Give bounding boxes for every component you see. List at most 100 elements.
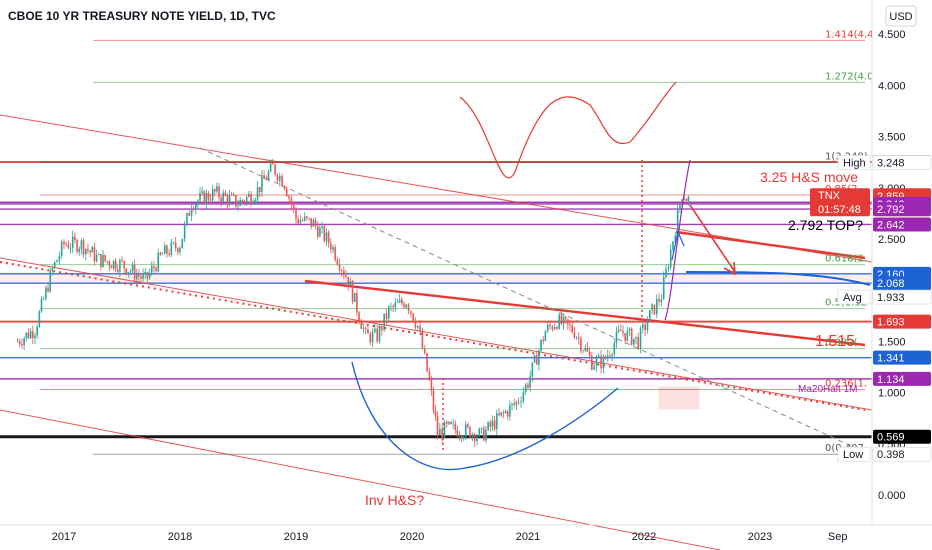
candle-body [478, 428, 481, 437]
candle-body [454, 423, 457, 431]
candle-body [426, 353, 428, 372]
candle-body [571, 325, 574, 333]
price-tag-label: 1.341 [877, 353, 905, 365]
candle-body [203, 191, 206, 205]
candle-body [679, 205, 681, 210]
candle-body [414, 321, 417, 328]
candle-body [63, 241, 65, 245]
candle-body [569, 324, 571, 326]
candle-body [517, 401, 520, 403]
fib-level-label: 0.618(2. [825, 254, 867, 265]
candle-body [358, 312, 360, 322]
price-tag-box [873, 314, 931, 329]
candle-body [584, 347, 587, 351]
currency-button-label[interactable]: USD [889, 11, 912, 23]
candle-body [170, 242, 173, 255]
price-tag-label: 2.642 [877, 219, 905, 231]
currency-button-frame[interactable] [885, 5, 917, 27]
candle-body [163, 245, 166, 254]
candle-body [544, 331, 547, 342]
candle-body [192, 209, 195, 210]
candle-body [98, 254, 100, 255]
projection-curve [685, 271, 871, 286]
trendline [0, 114, 873, 263]
candle-body [653, 304, 656, 315]
candle-body [263, 175, 265, 179]
candle-body [527, 384, 529, 388]
candle-body [580, 338, 582, 351]
candle-body [564, 316, 567, 320]
candle-body [168, 253, 170, 255]
candle-body [297, 219, 299, 224]
candle-body [669, 249, 672, 268]
candle-body [504, 411, 507, 414]
candle-body [51, 268, 54, 271]
candle-body [522, 392, 525, 402]
candle-body [153, 266, 155, 269]
candle-body [301, 220, 304, 222]
candle-body [356, 292, 358, 313]
tnx-countdown: 01:57:48 [818, 204, 861, 216]
target-zone-box [658, 386, 700, 410]
candle-body [362, 328, 365, 329]
candle-body [606, 355, 609, 359]
candle-body [299, 220, 302, 224]
candle-body [290, 198, 293, 205]
red-arrow-head [723, 261, 736, 276]
side-label-box [837, 446, 871, 462]
candle-body [256, 186, 259, 200]
candle-body [258, 186, 261, 192]
candle-body [639, 328, 642, 349]
candle-body [487, 422, 489, 430]
candle-body [582, 350, 584, 352]
annotation-inv-hs: Inv H&S? [365, 492, 424, 508]
candle-body [334, 247, 336, 260]
side-label: Low [843, 449, 863, 461]
candle-body [617, 329, 620, 332]
candle-body [658, 299, 660, 302]
candle-body [310, 218, 313, 227]
candle-body [374, 328, 376, 333]
candle-body [450, 421, 452, 425]
chart-title: CBOE 10 YR TREASURY NOTE YIELD, 1D, TVC [8, 9, 276, 23]
candle-body [476, 436, 478, 442]
candle-body [205, 192, 208, 205]
trendlines [0, 114, 873, 550]
candle-body [250, 194, 252, 204]
candle-body [602, 356, 605, 369]
price-tag-label: 1.933 [877, 292, 905, 304]
candle-body [245, 196, 248, 203]
currency-button[interactable]: USD [885, 5, 917, 27]
candle-body [265, 178, 268, 181]
candle-body [254, 199, 257, 203]
candle-body [553, 326, 556, 330]
candle-body [110, 266, 113, 269]
candle-body [104, 254, 106, 261]
candle-body [102, 254, 104, 267]
candle-body [108, 261, 111, 267]
candle-body [383, 313, 385, 331]
candle-body [502, 412, 505, 414]
candle-body [683, 199, 686, 200]
candle-body [535, 355, 538, 365]
candle-body [340, 270, 343, 271]
candle-body [620, 329, 622, 332]
candle-body [567, 319, 569, 325]
candle-body [201, 191, 203, 194]
candle-body [542, 339, 545, 342]
candle-body [288, 196, 290, 199]
inverse-hs-curve [351, 361, 619, 471]
purple-spike [664, 159, 691, 321]
candle-body [428, 371, 431, 381]
candle-body [593, 365, 595, 370]
candle-body [421, 331, 424, 349]
candle-body [685, 199, 688, 201]
candle-body [407, 304, 410, 312]
candle-body [325, 232, 328, 241]
candle-body [436, 416, 439, 436]
candle-body [642, 324, 644, 329]
candle-body [314, 219, 317, 227]
candle-body [87, 248, 89, 251]
candle-body [635, 336, 637, 339]
